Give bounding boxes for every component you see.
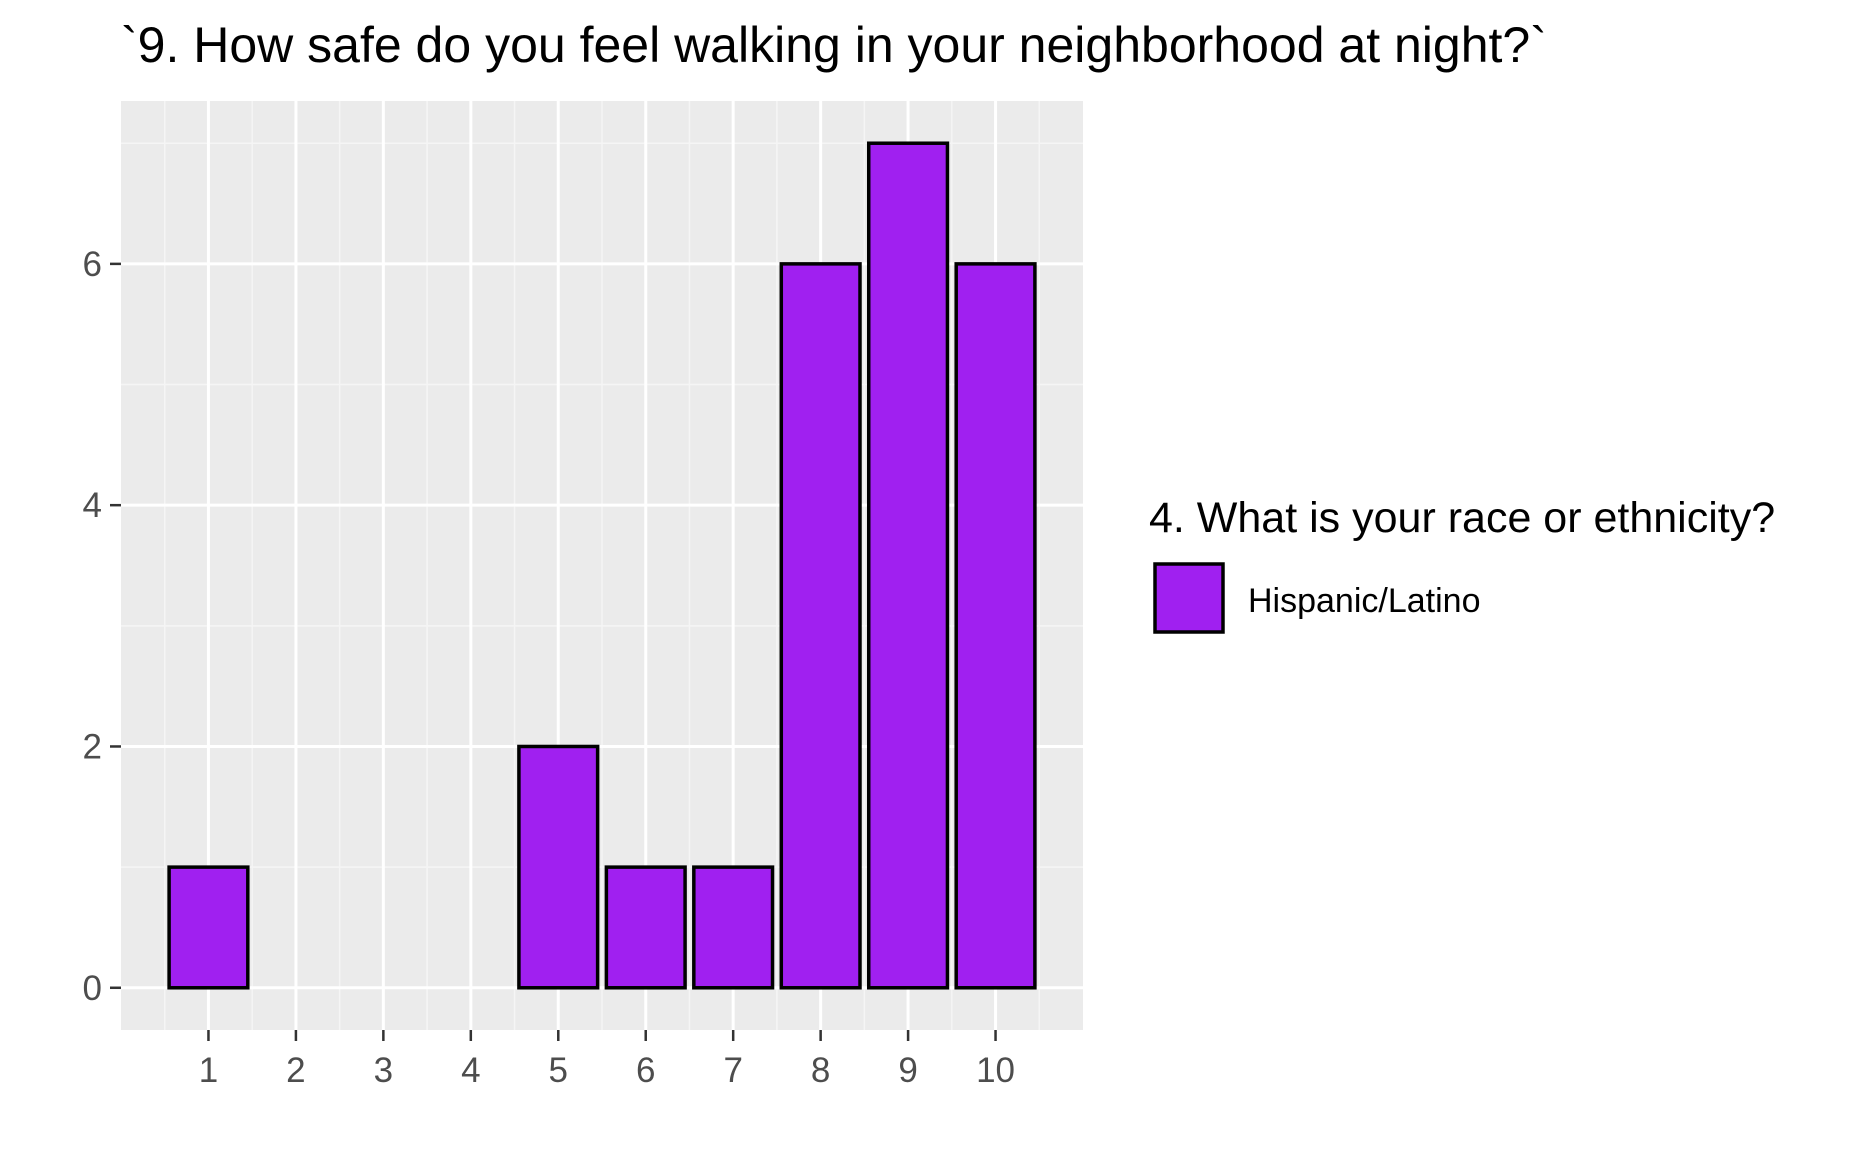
x-tick-label: 2 <box>286 1051 305 1090</box>
y-tick-label: 6 <box>83 245 102 284</box>
y-tick-label: 2 <box>83 727 102 766</box>
legend-swatch <box>1153 562 1225 634</box>
x-tick-label: 4 <box>461 1051 480 1090</box>
x-tick-label: 9 <box>898 1051 917 1090</box>
bars <box>167 141 1037 990</box>
bar <box>517 744 600 990</box>
bar <box>692 865 775 990</box>
x-tick-label: 8 <box>811 1051 830 1090</box>
x-axis: 1 2 3 4 5 6 7 8 9 10 <box>199 1030 1015 1090</box>
x-tick-label: 5 <box>549 1051 568 1090</box>
bar <box>954 262 1037 990</box>
chart-title: `9. How safe do you feel walking in your… <box>121 17 1547 73</box>
bar <box>779 262 862 990</box>
bar <box>604 865 687 990</box>
x-tick-label: 3 <box>374 1051 393 1090</box>
legend: 4. What is your race or ethnicity? Hispa… <box>1149 494 1775 634</box>
x-tick-label: 6 <box>636 1051 655 1090</box>
x-tick-label: 7 <box>723 1051 742 1090</box>
bar <box>167 865 250 990</box>
y-tick-label: 4 <box>83 486 102 525</box>
x-tick-label: 10 <box>976 1051 1015 1090</box>
legend-title: 4. What is your race or ethnicity? <box>1149 494 1775 542</box>
x-tick-label: 1 <box>199 1051 218 1090</box>
legend-entry-label: Hispanic/Latino <box>1248 582 1480 620</box>
y-axis: 0 2 4 6 <box>83 245 121 1008</box>
bar <box>866 141 950 990</box>
y-tick-label: 0 <box>83 969 102 1008</box>
